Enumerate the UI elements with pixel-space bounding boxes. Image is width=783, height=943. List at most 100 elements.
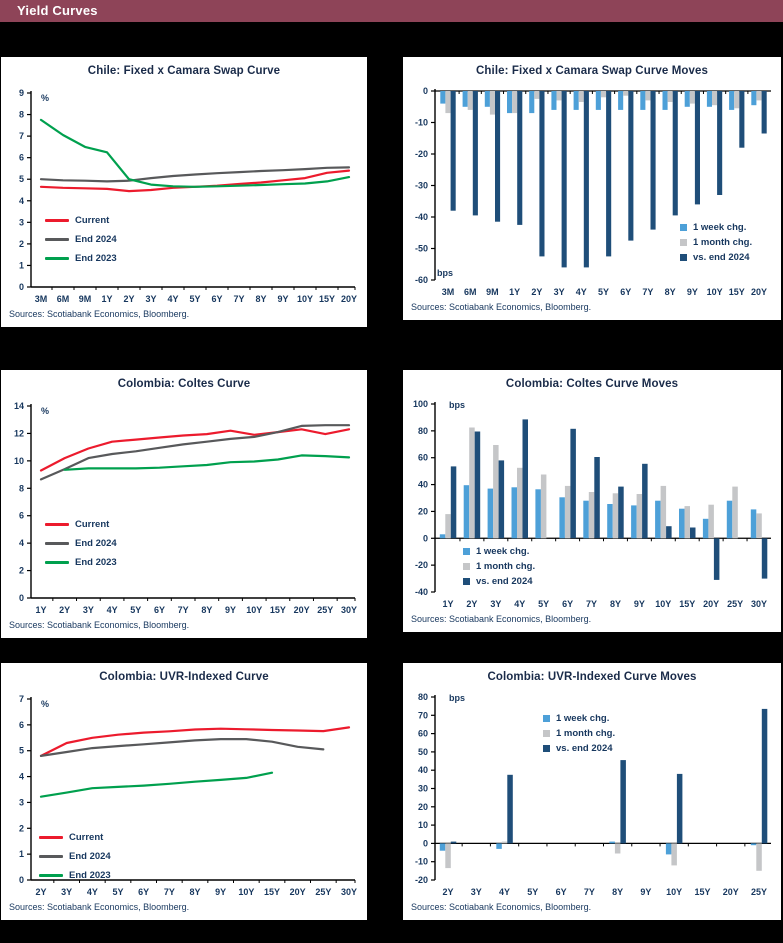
- svg-text:2Y: 2Y: [531, 287, 542, 297]
- chart-title: Colombia: Coltes Curve Moves: [505, 378, 679, 390]
- chart-panel-colombia-coltes-curve-moves: Colombia: Coltes Curve Moves -40 -20 0 20 40…: [403, 370, 781, 632]
- svg-text:40: 40: [418, 480, 428, 490]
- axes: 0 1 2 3 4 5 6 7 8 9 3M 6M 9M 1Y 2Y 3Y 4Y 5Y 6Y 7Y 8Y 9Y 10Y 15Y…: [19, 88, 357, 304]
- svg-text:9Y: 9Y: [215, 887, 226, 897]
- legend-label: vs. end 2024: [476, 576, 533, 587]
- svg-text:9Y: 9Y: [640, 887, 651, 897]
- svg-text:15Y: 15Y: [319, 294, 335, 304]
- chart-panel-chile-swap-curve: Chile: Fixed x Camara Swap Curve 0 1 2 3 4 5 6…: [1, 57, 367, 327]
- chart-panel-colombia-coltes-curve: Colombia: Coltes Curve 0 2 4 6 8 10 12 14 1Y 2Y 3Y…: [1, 370, 367, 638]
- axes: 0 2 4 6 8 10 12 14 1Y 2Y 3Y 4Y 5Y 6Y 7Y 8Y 9Y 10Y 15Y 20Y 25…: [14, 401, 357, 615]
- svg-text:10Y: 10Y: [666, 887, 682, 897]
- legend-item: 1 month chg.: [543, 728, 615, 739]
- page-header: Yield Curves: [0, 0, 783, 22]
- svg-text:80: 80: [418, 426, 428, 436]
- source-note: Sources: Scotiabank Economics, Bloomberg…: [9, 309, 190, 319]
- legend-swatch-vs-end-2024: [463, 578, 470, 585]
- svg-text:6M: 6M: [57, 294, 70, 304]
- legend-label: End 2024: [75, 537, 117, 549]
- svg-text:2Y: 2Y: [442, 887, 453, 897]
- legend-swatch-1-week-chg: [680, 224, 687, 231]
- svg-text:8Y: 8Y: [610, 599, 621, 609]
- svg-text:10Y: 10Y: [297, 294, 313, 304]
- legend-item: End 2023: [39, 869, 111, 881]
- series-line-end-2024: [39, 424, 351, 481]
- svg-text:7: 7: [19, 694, 24, 704]
- svg-text:6M: 6M: [464, 287, 477, 297]
- svg-text:4Y: 4Y: [576, 287, 587, 297]
- source-note: Sources: Scotiabank Economics, Bloomberg…: [9, 902, 190, 912]
- svg-text:2Y: 2Y: [59, 605, 70, 615]
- svg-text:100: 100: [413, 399, 428, 409]
- legend-label: End 2024: [75, 233, 117, 245]
- svg-text:9Y: 9Y: [634, 599, 645, 609]
- svg-text:6Y: 6Y: [562, 599, 573, 609]
- svg-text:6: 6: [19, 153, 24, 163]
- chart-body: -20 -10 0 10 20 30 40 50 60 70 80 2Y 3Y 4Y 5Y 6Y 7Y 8Y 9Y 1…: [403, 689, 781, 902]
- svg-text:7Y: 7Y: [164, 887, 175, 897]
- legend-item: vs. end 2024: [543, 743, 615, 754]
- svg-text:0: 0: [423, 533, 428, 543]
- legend-label: End 2023: [75, 252, 117, 264]
- svg-text:-10: -10: [415, 857, 428, 867]
- bars-vs-end-2024: [450, 708, 768, 844]
- svg-text:6Y: 6Y: [154, 605, 165, 615]
- svg-text:9: 9: [19, 88, 24, 98]
- chart-legend: Current End 2024 End 2023: [45, 518, 117, 575]
- svg-text:-60: -60: [415, 275, 428, 285]
- svg-text:8: 8: [19, 483, 24, 493]
- bars-1-month-chg-: [445, 91, 762, 115]
- legend-swatch-1-month-chg: [463, 563, 470, 570]
- svg-text:25Y: 25Y: [315, 887, 331, 897]
- legend-swatch-current: [45, 218, 69, 222]
- svg-text:6Y: 6Y: [211, 294, 222, 304]
- legend-swatch-end-2024: [45, 237, 69, 241]
- chart-panel-colombia-uvr-curve-moves: Colombia: UVR-Indexed Curve Moves -20 -10…: [403, 663, 781, 920]
- legend-swatch-end-2024: [45, 541, 69, 545]
- svg-text:10Y: 10Y: [655, 599, 671, 609]
- svg-text:5: 5: [19, 746, 24, 756]
- legend-swatch-end-2024: [39, 854, 63, 858]
- source-note: Sources: Scotiabank Economics, Bloomberg…: [411, 902, 592, 912]
- svg-text:8Y: 8Y: [189, 887, 200, 897]
- svg-text:10Y: 10Y: [238, 887, 254, 897]
- svg-text:25Y: 25Y: [751, 887, 767, 897]
- svg-text:4Y: 4Y: [499, 887, 510, 897]
- svg-text:3: 3: [19, 217, 24, 227]
- svg-text:9Y: 9Y: [225, 605, 236, 615]
- chile-swap-curve-moves-chart: -60 -50 -40 -30 -20 -10 0 3M 6M 9M 1Y 2Y 3Y 4Y 5Y 6Y 7Y 8…: [415, 86, 771, 297]
- svg-text:%: %: [41, 406, 49, 416]
- svg-text:6Y: 6Y: [138, 887, 149, 897]
- legend-item: End 2024: [45, 537, 117, 549]
- svg-text:8: 8: [19, 110, 24, 120]
- legend-label: vs. end 2024: [556, 743, 613, 754]
- svg-text:15Y: 15Y: [729, 287, 745, 297]
- svg-text:0: 0: [423, 838, 428, 848]
- legend-label: 1 week chg.: [476, 546, 530, 557]
- svg-text:20Y: 20Y: [290, 887, 306, 897]
- svg-text:15Y: 15Y: [270, 605, 286, 615]
- svg-text:-50: -50: [415, 244, 428, 254]
- svg-text:9M: 9M: [486, 287, 499, 297]
- svg-text:-40: -40: [415, 212, 428, 222]
- svg-text:2Y: 2Y: [35, 887, 46, 897]
- svg-text:3Y: 3Y: [471, 887, 482, 897]
- svg-text:7Y: 7Y: [642, 287, 653, 297]
- legend-item: End 2023: [45, 556, 117, 568]
- svg-text:5Y: 5Y: [538, 599, 549, 609]
- bars-vs-end-2024: [450, 91, 767, 268]
- svg-text:3M: 3M: [442, 287, 455, 297]
- svg-text:80: 80: [418, 692, 428, 702]
- series-line-current: [39, 726, 351, 757]
- svg-text:4Y: 4Y: [107, 605, 118, 615]
- svg-text:8Y: 8Y: [255, 294, 266, 304]
- legend-item: Current: [45, 214, 117, 226]
- legend-item: 1 month chg.: [680, 237, 752, 248]
- svg-text:-40: -40: [415, 587, 428, 597]
- svg-text:7: 7: [19, 131, 24, 141]
- legend-label: End 2023: [69, 869, 111, 881]
- source-note: Sources: Scotiabank Economics, Bloomberg…: [9, 620, 190, 630]
- bars-1-week-chg-: [439, 841, 757, 855]
- svg-text:7Y: 7Y: [586, 599, 597, 609]
- chart-body: 0 1 2 3 4 5 6 7 2Y 3Y 4Y 5Y 6Y 7Y 8Y 9Y 10Y 15Y 20Y 25Y 30Y%…: [1, 689, 367, 902]
